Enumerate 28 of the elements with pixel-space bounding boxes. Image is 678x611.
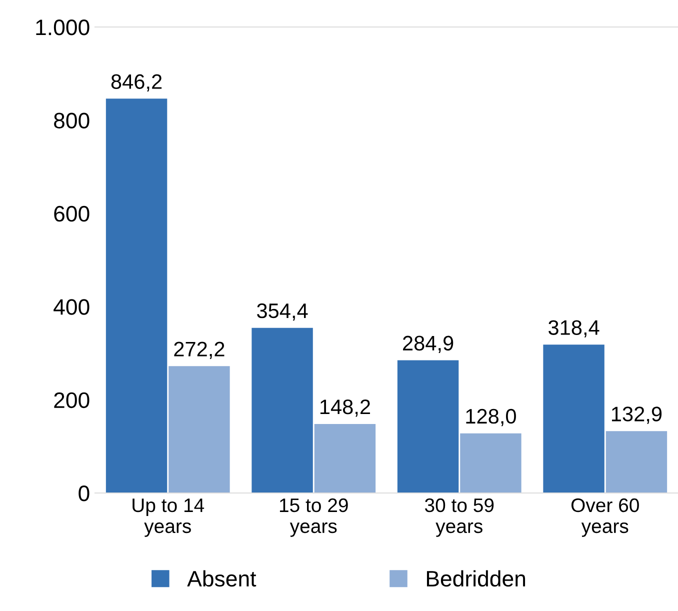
legend-label: Bedridden (426, 570, 526, 587)
y-tick-label: 1.000 (36, 20, 90, 36)
y-tick-label: 200 (54, 392, 90, 408)
bar (397, 360, 459, 493)
x-tick-label: 15 to 29 years (280, 498, 348, 537)
data-label: 272,2 (174, 342, 224, 359)
bar (252, 328, 313, 493)
x-tick-label: 30 to 59 years (424, 498, 494, 537)
bar (106, 98, 168, 493)
bar (168, 366, 230, 493)
data-label: 128,0 (466, 408, 516, 426)
data-label: 846,2 (111, 74, 162, 92)
data-label: 148,2 (320, 400, 370, 417)
x-tick-label: Up to 14 years (132, 498, 204, 537)
data-label: 284,9 (403, 336, 454, 354)
y-tick-label: 400 (54, 299, 90, 315)
y-tick-label: 800 (54, 112, 90, 128)
bar (314, 424, 376, 493)
y-tick-label: 0 (78, 486, 90, 502)
legend-label: Absent (187, 570, 256, 587)
bar (606, 431, 668, 493)
bar (543, 344, 604, 493)
bar (460, 433, 522, 493)
data-label: 132,9 (612, 406, 662, 424)
data-label: 354,4 (257, 303, 308, 321)
data-label: 318,4 (548, 320, 600, 338)
x-tick-label: Over 60 years (571, 498, 639, 537)
y-tick-label: 600 (54, 206, 90, 222)
